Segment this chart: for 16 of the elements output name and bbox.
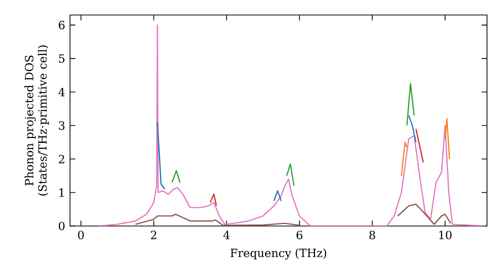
x-tick-label: 0 — [78, 230, 84, 240]
y-axis-title: Phonon projected DOS (States/THz·primitive cell) — [24, 45, 49, 196]
x-tick-label: 8 — [369, 230, 376, 240]
y-tick-label: 0 — [58, 222, 65, 230]
y-tick-label: 4 — [58, 88, 65, 96]
y-tick-label: 1 — [59, 188, 64, 197]
x-tick-label: 6 — [296, 230, 302, 240]
x-tick-label: 2 — [150, 230, 156, 240]
y-tick-label: 6 — [58, 20, 65, 30]
y-tick-label: 3 — [58, 121, 64, 130]
x-tick-label: 4 — [223, 230, 230, 240]
x-tick-label: 10 — [439, 230, 452, 240]
line-series — [98, 24, 486, 226]
y-tick-label: 2 — [58, 154, 64, 164]
y-tick-label: 5 — [59, 54, 64, 63]
x-axis-title: Frequency (THz) — [230, 248, 326, 260]
